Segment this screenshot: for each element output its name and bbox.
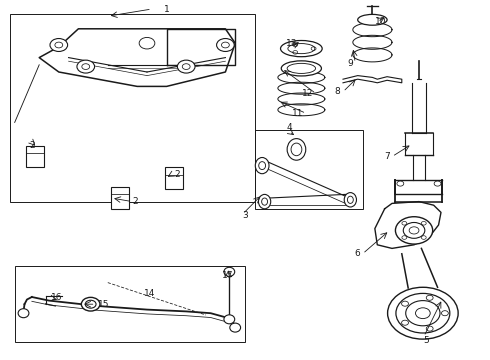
Circle shape xyxy=(177,60,195,73)
Bar xyxy=(165,167,183,189)
Text: 10: 10 xyxy=(375,17,386,26)
Text: 2: 2 xyxy=(174,170,179,179)
Text: 9: 9 xyxy=(347,58,353,68)
Ellipse shape xyxy=(358,14,387,25)
Circle shape xyxy=(402,301,409,306)
Ellipse shape xyxy=(280,40,322,57)
Ellipse shape xyxy=(281,61,321,76)
Bar xyxy=(111,187,129,209)
Ellipse shape xyxy=(287,139,306,160)
Circle shape xyxy=(434,181,441,186)
Ellipse shape xyxy=(344,193,356,207)
Circle shape xyxy=(388,287,458,339)
Circle shape xyxy=(441,311,448,316)
Circle shape xyxy=(426,326,433,331)
Text: 8: 8 xyxy=(335,87,341,96)
Text: 12: 12 xyxy=(302,89,314,98)
Text: 16: 16 xyxy=(51,292,63,302)
Text: 7: 7 xyxy=(384,152,390,161)
Text: 14: 14 xyxy=(144,289,155,298)
Text: 5: 5 xyxy=(423,336,429,345)
Text: 2: 2 xyxy=(132,197,138,206)
Bar xyxy=(10,14,255,202)
Circle shape xyxy=(217,39,234,51)
Ellipse shape xyxy=(255,158,269,174)
Bar xyxy=(15,266,245,342)
Circle shape xyxy=(397,181,404,186)
Text: 17: 17 xyxy=(222,271,234,280)
Text: 2: 2 xyxy=(29,141,35,150)
Circle shape xyxy=(426,295,433,300)
Ellipse shape xyxy=(224,315,235,324)
Bar xyxy=(255,130,363,209)
Ellipse shape xyxy=(224,267,235,276)
Ellipse shape xyxy=(81,297,100,311)
Text: 1: 1 xyxy=(164,4,170,13)
Text: 3: 3 xyxy=(242,211,248,220)
Circle shape xyxy=(50,39,68,51)
Circle shape xyxy=(77,60,95,73)
Text: 13: 13 xyxy=(286,39,297,48)
Text: 4: 4 xyxy=(286,123,292,132)
Circle shape xyxy=(395,217,433,244)
Text: 6: 6 xyxy=(355,249,361,258)
Bar xyxy=(26,146,44,167)
Circle shape xyxy=(402,320,409,325)
Text: 11: 11 xyxy=(293,109,304,118)
Ellipse shape xyxy=(230,323,241,332)
Ellipse shape xyxy=(259,194,270,209)
Text: 15: 15 xyxy=(98,300,109,309)
Ellipse shape xyxy=(18,309,29,318)
